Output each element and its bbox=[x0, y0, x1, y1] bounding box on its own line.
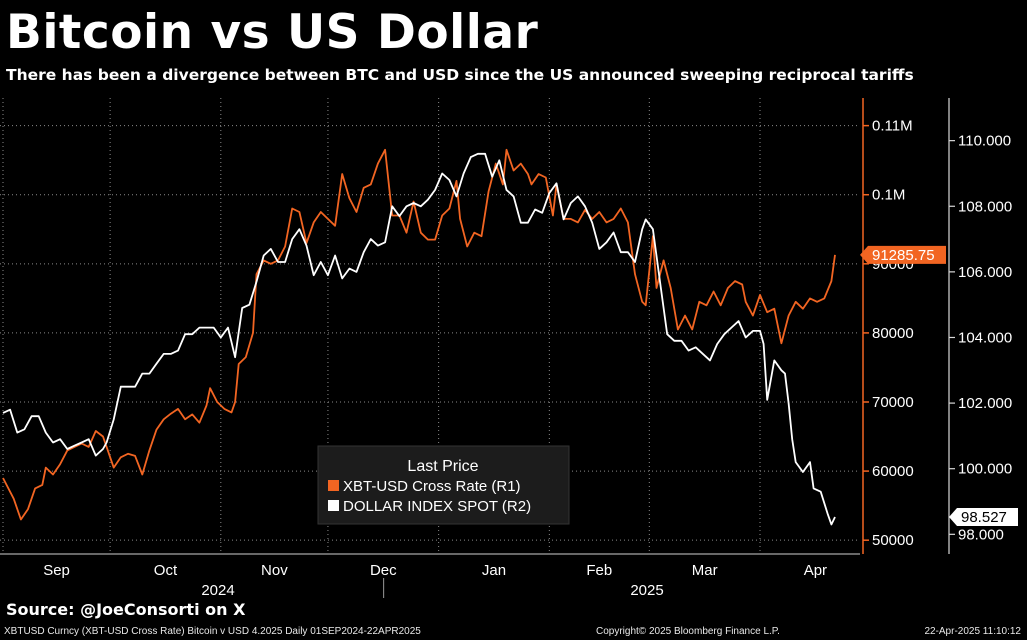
legend-swatch-btc bbox=[328, 480, 339, 491]
right-axis-label: 104.000 bbox=[958, 329, 1012, 346]
right-axis-label: 100.000 bbox=[958, 461, 1012, 478]
left-axis-label: 0.11M bbox=[872, 118, 913, 135]
x-tick-label: Jan bbox=[482, 562, 506, 579]
chart-subtitle: There has been a divergence between BTC … bbox=[6, 66, 914, 84]
right-axis-label: 110.000 bbox=[958, 133, 1011, 150]
x-tick-label: Apr bbox=[804, 562, 827, 579]
source-credit: Source: @JoeConsorti on X bbox=[6, 600, 246, 619]
legend-label-btc: XBT-USD Cross Rate (R1) bbox=[343, 478, 521, 495]
x-tick-label: Sep bbox=[43, 562, 70, 579]
x-tick-label: Nov bbox=[261, 562, 288, 579]
right-axis-label: 106.000 bbox=[958, 264, 1012, 281]
left-axis-label: 70000 bbox=[872, 394, 914, 411]
dxy-series-line bbox=[2, 152, 836, 526]
x-year-label: 2024 bbox=[201, 582, 234, 599]
x-year-label: 2025 bbox=[630, 582, 663, 599]
right-axis-label: 108.000 bbox=[958, 198, 1012, 215]
right-axis-label: 102.000 bbox=[958, 395, 1012, 412]
legend-box bbox=[317, 445, 570, 525]
dxy-last-price-label: 98.527 bbox=[961, 509, 1007, 526]
x-tick-label: Dec bbox=[370, 562, 397, 579]
x-tick-label: Feb bbox=[586, 562, 612, 579]
btc-series-line bbox=[2, 148, 836, 521]
dxy-last-price-tag bbox=[949, 508, 1018, 527]
timestamp: 22-Apr-2025 11:10:12 bbox=[924, 626, 1021, 637]
legend-label-dxy: DOLLAR INDEX SPOT (R2) bbox=[343, 498, 531, 515]
legend-title: Last Price bbox=[407, 458, 478, 475]
right-axis-label: 98.000 bbox=[958, 526, 1004, 543]
left-axis-label: 0.1M bbox=[872, 187, 905, 204]
btc-last-price-label: 91285.75 bbox=[872, 247, 935, 264]
x-tick-label: Oct bbox=[154, 562, 178, 579]
left-axis-label: 50000 bbox=[872, 532, 914, 549]
x-tick-label: Mar bbox=[692, 562, 718, 579]
btc-last-price-tag bbox=[860, 245, 946, 264]
left-axis-label: 60000 bbox=[872, 463, 914, 480]
security-description: XBTUSD Curncy (XBT-USD Cross Rate) Bitco… bbox=[4, 626, 421, 637]
copyright-notice: Copyright© 2025 Bloomberg Finance L.P. bbox=[596, 626, 780, 637]
legend-swatch-dxy bbox=[328, 500, 339, 511]
chart-title: Bitcoin vs US Dollar bbox=[6, 5, 539, 60]
left-axis-label: 80000 bbox=[872, 325, 914, 342]
